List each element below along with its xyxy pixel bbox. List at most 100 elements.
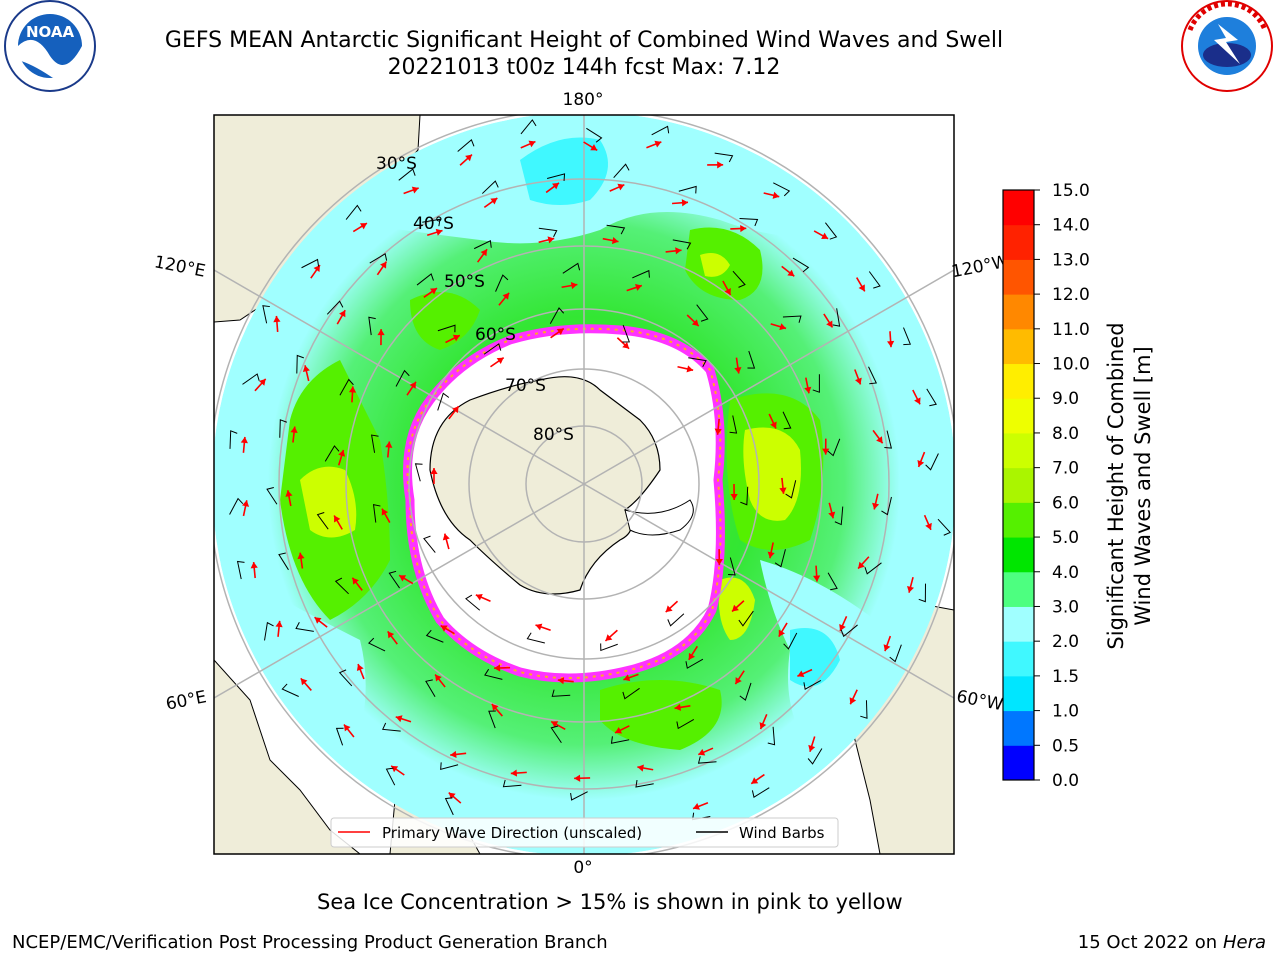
colorbar-segment xyxy=(1003,294,1034,330)
wind-barb xyxy=(792,257,810,273)
legend-wave-label: Primary Wave Direction (unscaled) xyxy=(382,824,642,842)
wind-barb xyxy=(600,643,618,652)
colorbar-tick-label: 2.0 xyxy=(1052,632,1079,652)
wave-arrow-head xyxy=(759,722,767,730)
wave-arrow-head xyxy=(623,674,631,682)
colorbar-tick-label: 0.5 xyxy=(1052,736,1079,756)
wind-barb xyxy=(295,622,314,632)
wave-arrow-head xyxy=(387,631,395,639)
wind-barb xyxy=(382,722,401,732)
colorbar-tick-label: 6.0 xyxy=(1052,493,1079,513)
wave-direction-arrows xyxy=(240,140,932,810)
wave-arrow-head xyxy=(352,577,359,585)
wave-arrow-head xyxy=(574,774,581,782)
colorbar-segment xyxy=(1003,398,1034,434)
wave-arrow-head xyxy=(377,329,385,336)
wave-arrow-head xyxy=(240,436,248,444)
wind-barb xyxy=(824,222,838,240)
colorbar-tick-label: 9.0 xyxy=(1052,389,1079,409)
wind-barb xyxy=(502,779,522,788)
colorbar-segment xyxy=(1003,745,1034,781)
wave-arrow-head xyxy=(300,678,308,686)
wind-barb xyxy=(697,756,717,764)
wind-barb xyxy=(520,119,537,135)
colorbar-segment xyxy=(1003,537,1034,573)
wind-barb xyxy=(812,374,820,393)
wind-barb xyxy=(868,366,878,385)
wave-arrow-head xyxy=(813,575,821,582)
wind-barb xyxy=(860,700,868,719)
colorbar-segment xyxy=(1003,571,1034,607)
wind-barb xyxy=(264,621,274,641)
wind-barb xyxy=(371,434,379,453)
wave-arrow-head xyxy=(735,677,742,685)
colorbar-segment xyxy=(1003,190,1034,226)
colorbar: 0.0 0.5 1.0 1.5 2.0 3.0 4.0 5.0 6.0 7.0 8.0 9.0 10.0… xyxy=(1003,181,1090,791)
wave-arrow-head xyxy=(302,365,310,372)
wave-arrow-head xyxy=(714,428,722,435)
wind-barb xyxy=(635,779,654,788)
colorbar-segment xyxy=(1003,710,1034,746)
wave-arrow-head xyxy=(907,585,914,593)
wave-arrow-head xyxy=(491,704,499,711)
wave-arrow-head xyxy=(547,236,555,244)
lon-label-120e: 120°E xyxy=(153,252,208,281)
lat-label-80s: 80°S xyxy=(533,425,574,445)
graticule xyxy=(214,115,954,854)
wind-barb xyxy=(547,173,566,181)
wave-arrow-head xyxy=(770,421,777,429)
wind-barb xyxy=(925,453,939,471)
wind-barb xyxy=(688,357,707,368)
wave-arrow-head xyxy=(883,644,891,652)
colorbar-tick-label: 11.0 xyxy=(1052,320,1090,340)
colorbar-tick-label: 10.0 xyxy=(1052,355,1090,375)
wind-barb xyxy=(782,315,802,323)
wave-arrow-head xyxy=(452,406,459,414)
wave-arrow-head xyxy=(734,367,742,374)
wind-barb xyxy=(685,658,704,669)
wind-barb xyxy=(937,518,952,536)
wind-barb xyxy=(739,682,752,701)
wave-arrow-head xyxy=(828,511,836,519)
wave-arrow-head xyxy=(674,703,682,711)
colorbar-segment xyxy=(1003,641,1034,677)
wave-arrow-head xyxy=(698,748,706,756)
wind-barb xyxy=(368,637,386,652)
wave-arrow-head xyxy=(411,186,419,194)
colorbar-tick-label: 15.0 xyxy=(1052,181,1090,201)
wave-arrow-head xyxy=(502,292,510,300)
wave-arrow-head xyxy=(356,664,364,671)
lon-label-0: 0° xyxy=(573,858,592,878)
wind-barb xyxy=(747,350,756,369)
wind-barbs xyxy=(229,119,952,821)
wind-barb xyxy=(345,204,362,220)
wind-barb xyxy=(229,430,238,449)
wind-barb xyxy=(767,726,776,746)
wind-barb xyxy=(423,535,436,553)
colorbar-tick-label: 12.0 xyxy=(1052,285,1090,305)
wave-arrow-head xyxy=(435,228,443,236)
wave-arrow-head xyxy=(717,161,724,169)
wave-arrow-head xyxy=(804,386,812,394)
wave-arrow-head xyxy=(556,328,564,335)
map-legend: Primary Wave Direction (unscaled) Wind B… xyxy=(330,817,839,848)
colorbar-tick-label: 3.0 xyxy=(1052,597,1079,617)
wind-barb xyxy=(229,497,244,515)
wave-arrow-head xyxy=(858,284,865,292)
colorbar-segment xyxy=(1003,259,1034,295)
wind-barb xyxy=(728,557,736,576)
wind-barb xyxy=(676,718,695,730)
wind-barb xyxy=(550,725,562,744)
wind-barb xyxy=(414,463,423,482)
wind-barb xyxy=(488,710,496,729)
wind-barb xyxy=(425,679,436,698)
wind-barb xyxy=(236,560,245,580)
wind-barb xyxy=(369,252,388,264)
noaa-logo-text: NOAA xyxy=(26,23,75,41)
wave-arrow-head xyxy=(381,508,389,516)
wind-barb xyxy=(526,632,545,644)
wave-arrow-head xyxy=(510,769,518,777)
wind-barb xyxy=(372,504,381,523)
wave-arrow-head xyxy=(693,803,700,810)
wave-arrow-head xyxy=(339,310,346,318)
